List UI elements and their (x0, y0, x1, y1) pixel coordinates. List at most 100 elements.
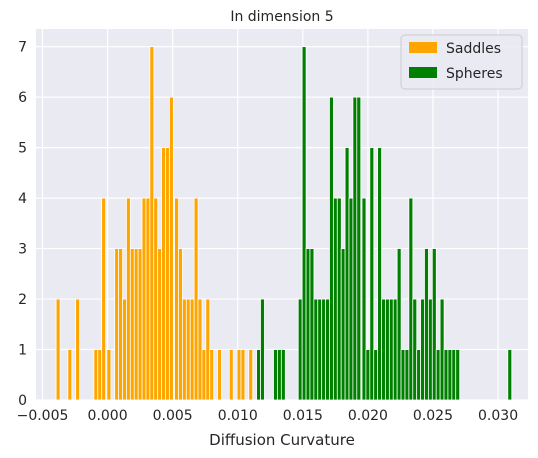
bar-spheres (388, 298, 394, 401)
bar-spheres (344, 147, 350, 401)
bar-spheres (385, 298, 390, 401)
bar-spheres (392, 298, 398, 401)
bar-spheres (329, 96, 334, 401)
bar-spheres (439, 298, 445, 401)
bar-spheres (309, 248, 315, 401)
x-tick-label: 0.010 (218, 408, 258, 424)
bar-spheres (321, 298, 327, 401)
bar-spheres (273, 349, 278, 401)
bar-saddles (93, 349, 99, 401)
bar-spheres (447, 349, 453, 401)
bar-saddles (157, 248, 163, 401)
bar-saddles (141, 197, 147, 401)
bar-spheres (313, 298, 319, 401)
bar-spheres (369, 147, 375, 401)
bar-spheres (400, 349, 406, 401)
bar-spheres (373, 349, 379, 401)
bar-saddles (55, 298, 61, 401)
bar-saddles (236, 349, 242, 401)
bar-saddles (161, 147, 166, 401)
bar-saddles (165, 147, 170, 401)
bar-spheres (340, 248, 346, 401)
bar-spheres (356, 96, 362, 401)
bar-saddles (178, 248, 183, 401)
bar-spheres (412, 298, 418, 401)
bar-spheres (455, 349, 461, 401)
bar-saddles (129, 248, 135, 401)
y-tick-label: 7 (18, 40, 27, 56)
bar-saddles (137, 248, 143, 401)
bar-spheres (404, 349, 410, 401)
x-tick-label: 0.005 (153, 408, 193, 424)
bar-spheres (297, 298, 303, 401)
bar-saddles (228, 349, 234, 401)
y-tick-label: 4 (18, 191, 27, 207)
bar-spheres (443, 349, 449, 401)
bar-saddles (197, 298, 203, 401)
bar-saddles (114, 248, 120, 401)
bar-spheres (305, 248, 311, 401)
bar-saddles (189, 298, 195, 401)
bar-spheres (420, 298, 425, 401)
legend-swatch-saddles (409, 42, 437, 53)
bar-spheres (365, 349, 371, 401)
bar-saddles (67, 349, 73, 401)
x-tick-label: 0.030 (478, 408, 518, 424)
bar-spheres (396, 248, 402, 401)
bar-saddles (133, 248, 139, 401)
bar-spheres (408, 197, 414, 401)
y-tick-label: 5 (18, 141, 27, 157)
bar-spheres (317, 298, 323, 401)
bar-saddles (122, 298, 127, 401)
bar-spheres (435, 349, 441, 401)
bar-spheres (260, 298, 265, 401)
bar-saddles (118, 248, 124, 401)
bar-spheres (427, 298, 433, 401)
bar-saddles (217, 349, 222, 401)
y-tick-label: 0 (18, 393, 27, 409)
y-tick-label: 3 (18, 242, 27, 258)
x-tick-labels: −0.005 0.000 0.005 0.010 0.015 0.020 0.025 0.03… (17, 408, 519, 424)
bar-saddles (97, 349, 103, 401)
bar-saddles (185, 298, 191, 401)
bar-saddles (75, 298, 81, 401)
bar-saddles (174, 197, 179, 401)
x-tick-label: 0.015 (283, 408, 323, 424)
bar-spheres (377, 147, 383, 401)
bar-saddles (126, 197, 131, 401)
x-tick-label: −0.005 (17, 408, 69, 424)
bar-spheres (352, 96, 358, 401)
bar-saddles (149, 46, 155, 401)
bar-saddles (181, 298, 187, 401)
bar-saddles (205, 298, 211, 401)
legend-label-saddles: Saddles (446, 41, 501, 57)
y-tick-label: 6 (18, 90, 27, 106)
bar-saddles (168, 96, 174, 401)
bar-saddles (153, 197, 159, 401)
bar-spheres (336, 197, 342, 401)
y-tick-label: 1 (18, 343, 27, 359)
chart-title: In dimension 5 (230, 9, 333, 25)
legend: Saddles Spheres (400, 34, 523, 90)
bar-spheres (332, 197, 338, 401)
bar-spheres (431, 248, 437, 401)
bar-spheres (451, 349, 457, 401)
bar-spheres (256, 349, 261, 401)
bar-saddles (101, 197, 107, 401)
bar-spheres (424, 248, 429, 401)
bar-spheres (325, 298, 330, 401)
bar-saddles (106, 349, 112, 401)
legend-swatch-spheres (409, 67, 437, 78)
bar-spheres (348, 197, 354, 401)
x-tick-label: 0.020 (348, 408, 388, 424)
bar-saddles (201, 349, 207, 401)
bar-spheres (301, 46, 307, 401)
x-tick-label: 0.000 (88, 408, 128, 424)
bar-saddles (240, 349, 246, 401)
y-tick-label: 2 (18, 292, 27, 308)
bar-saddles (209, 349, 215, 401)
bar-spheres (361, 197, 367, 401)
y-tick-labels: 0 1 2 3 4 5 6 7 (18, 40, 27, 409)
legend-label-spheres: Spheres (446, 66, 503, 82)
bar-spheres (416, 349, 422, 401)
